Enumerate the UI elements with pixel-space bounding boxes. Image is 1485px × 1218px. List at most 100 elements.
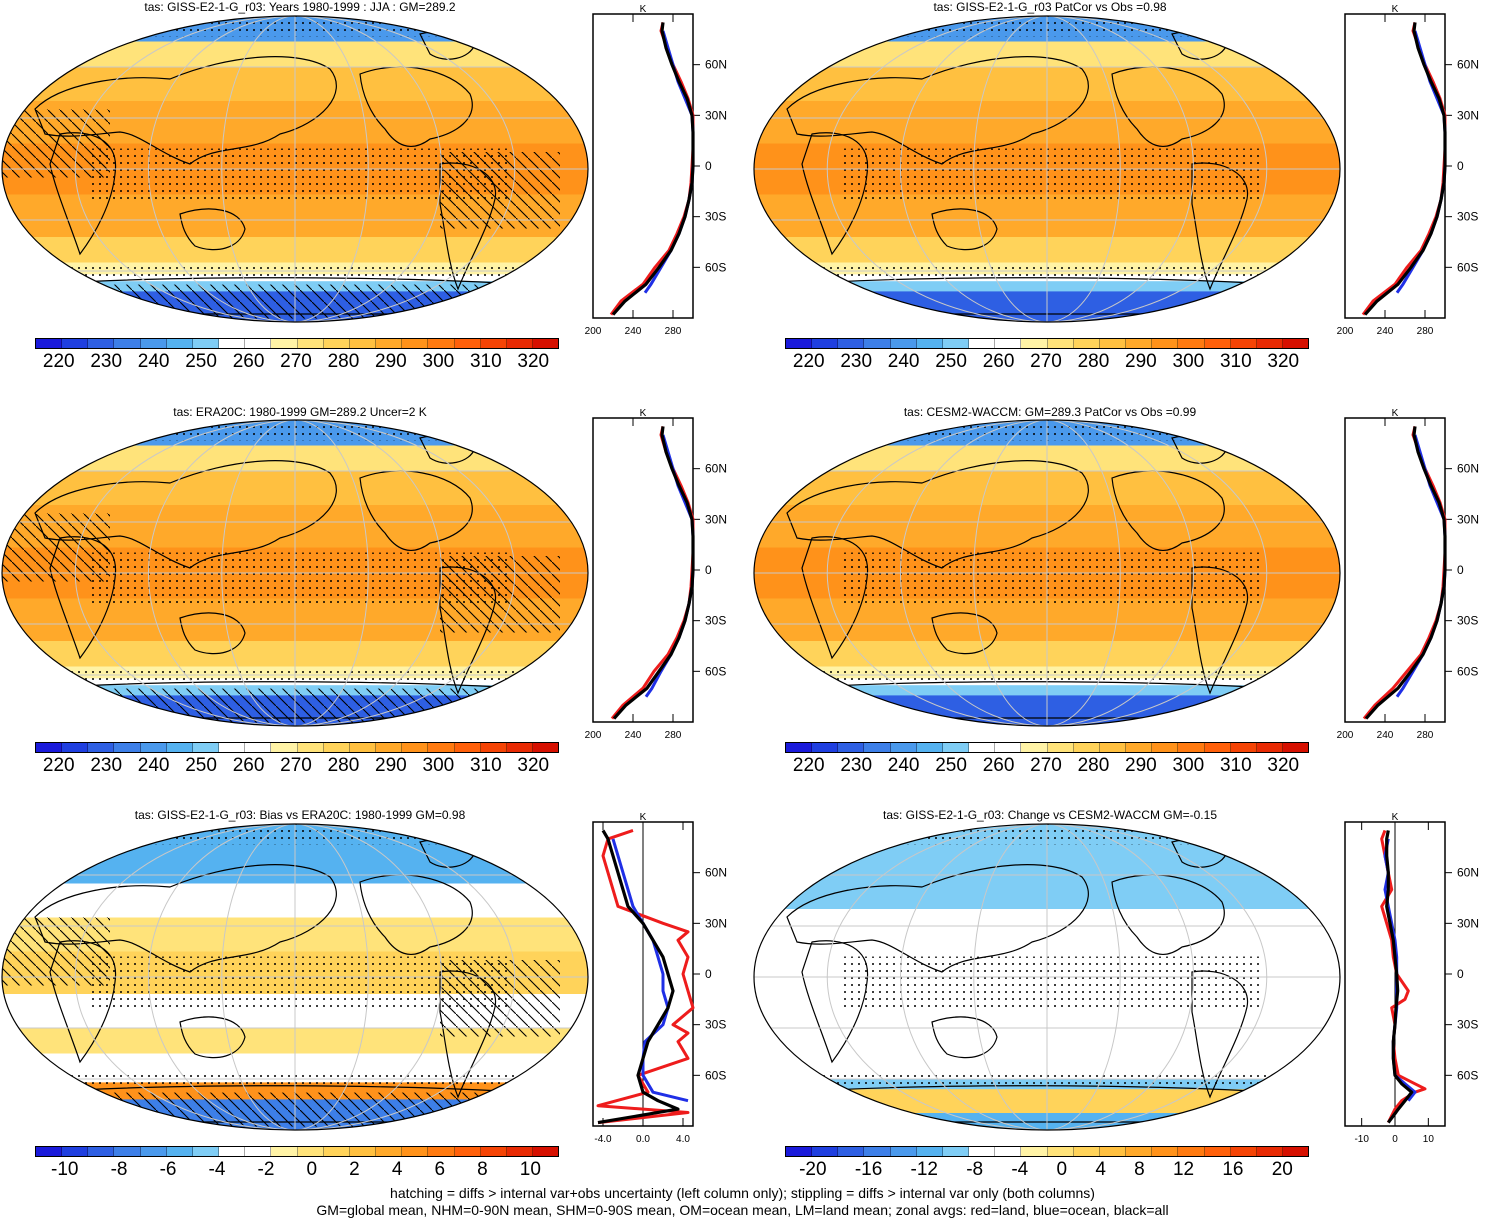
hatch-africa xyxy=(2,109,110,178)
colorbar-swatch xyxy=(454,1147,481,1156)
unit-label: K xyxy=(1392,408,1399,419)
unit-label: K xyxy=(1392,812,1399,823)
zonal-p4: 200 240 280 K 60N 30N 0 30S 60S xyxy=(1337,408,1479,741)
zonal-p5: -4.0 0.0 4.0 K 60N 30N 0 30S 60S xyxy=(592,812,727,1145)
colorbar-label: 270 xyxy=(280,755,312,776)
y-tick-label: 30S xyxy=(705,614,726,628)
colorbar-swatch xyxy=(995,1147,1022,1156)
colorbar-swatch xyxy=(323,339,350,348)
colorbar-label: 0 xyxy=(306,1159,318,1180)
y-tick-label: 0 xyxy=(1457,563,1464,577)
colorbar-swatch xyxy=(916,743,943,752)
continent-0 xyxy=(786,460,1089,569)
colorbar-swatch xyxy=(166,1147,193,1156)
colorbar-swatch xyxy=(1099,743,1127,752)
continent-3 xyxy=(1111,874,1225,955)
map-border xyxy=(753,823,1341,1131)
colorbar-swatch xyxy=(1047,743,1074,752)
y-tick-label: 0 xyxy=(705,563,712,577)
y-tick-label: 60N xyxy=(705,58,727,72)
colorbar-label: 10 xyxy=(519,1159,541,1180)
colorbar-label: 280 xyxy=(1077,351,1110,372)
y-tick-label: 30N xyxy=(1457,108,1479,122)
colorbar-label: 270 xyxy=(1030,351,1062,372)
colorbar-label: -12 xyxy=(910,1159,938,1180)
zonal-line-land xyxy=(610,426,695,720)
y-tick-label: 0 xyxy=(1457,967,1464,981)
map-p5 xyxy=(1,823,589,1131)
continent-4 xyxy=(439,970,497,1099)
colorbar-label: 290 xyxy=(1125,351,1157,372)
colorbar-label: 0 xyxy=(1056,1159,1068,1180)
colorbar-label: 230 xyxy=(840,351,873,372)
x-tick-label: 200 xyxy=(1337,326,1354,337)
y-tick-label: 60S xyxy=(1457,260,1478,274)
continent-4 xyxy=(439,162,497,291)
stipple-tropics xyxy=(842,956,1262,1011)
colorbar-label: 230 xyxy=(90,755,123,776)
colorbar-label: 240 xyxy=(887,351,920,372)
y-tick-label: 30S xyxy=(1457,1018,1478,1032)
hatch-south-america xyxy=(440,960,560,1037)
colorbar-label: 300 xyxy=(422,351,455,372)
colorbar-label: 260 xyxy=(232,755,265,776)
colorbar-label: 260 xyxy=(982,755,1015,776)
colorbar-swatch xyxy=(88,339,115,348)
stipple-tropics xyxy=(842,148,1262,203)
colorbar-swatch xyxy=(36,743,63,752)
y-tick-label: 60S xyxy=(705,1068,726,1082)
colorbar-swatch xyxy=(1152,339,1179,348)
hatch-africa xyxy=(2,513,110,582)
map-p4 xyxy=(753,419,1341,727)
colorbar-swatch xyxy=(166,743,193,752)
zonal-line-land xyxy=(1361,22,1447,316)
colorbar-swatch xyxy=(428,339,455,348)
colorbar-swatch xyxy=(402,743,429,752)
y-tick-label: 60S xyxy=(705,664,726,678)
colorbar-label: -8 xyxy=(110,1159,128,1180)
zonal-p3: 200 240 280 K 60N 30N 0 30S 60S xyxy=(585,408,727,741)
zonal-frame xyxy=(592,13,694,319)
colorbar-label: -4 xyxy=(208,1159,226,1180)
footer-line-1: hatching = diffs > internal var+obs unce… xyxy=(390,1185,1095,1201)
colorbar-swatch xyxy=(62,339,89,348)
zonal-line-land xyxy=(609,22,695,316)
zonal-line-all xyxy=(611,22,695,316)
map-border xyxy=(1,419,589,727)
colorbar-p4 xyxy=(785,742,1309,753)
continent-1 xyxy=(801,132,869,256)
panel-title-2: tas: GISS-E2-1-G_r03 PatCor vs Obs =0.98 xyxy=(933,0,1167,14)
x-tick-label: 280 xyxy=(665,326,682,337)
y-tick-label: 60N xyxy=(1457,866,1479,880)
continent-0 xyxy=(34,864,337,973)
colorbar-swatch xyxy=(271,743,298,752)
colorbar-swatch xyxy=(838,1147,865,1156)
y-tick-label: 60N xyxy=(1457,58,1479,72)
map-p6 xyxy=(753,823,1341,1131)
colorbar-label: 320 xyxy=(517,351,550,372)
map-border xyxy=(753,419,1341,727)
continent-0 xyxy=(34,460,337,569)
colorbar-label: 320 xyxy=(1267,755,1300,776)
y-tick-label: 60N xyxy=(705,462,727,476)
colorbar-swatch xyxy=(1256,339,1283,348)
zonal-line-all xyxy=(1363,22,1447,316)
x-tick-label: 240 xyxy=(1377,326,1394,337)
colorbar-swatch xyxy=(1204,339,1231,348)
colorbar-label: 260 xyxy=(232,351,265,372)
colorbar-swatch xyxy=(786,339,813,348)
colorbar-swatch xyxy=(532,339,559,348)
y-tick-label: 30S xyxy=(705,210,726,224)
colorbar-label: -20 xyxy=(799,1159,827,1180)
panel-title-4: tas: CESM2-WACCM: GM=289.3 PatCor vs Obs… xyxy=(903,405,1197,419)
colorbar-label: 290 xyxy=(375,755,407,776)
x-tick-label: 240 xyxy=(1377,730,1394,741)
colorbar-label: 300 xyxy=(1172,755,1205,776)
colorbar-swatch xyxy=(890,339,917,348)
colorbar-swatch xyxy=(506,743,533,752)
colorbar-swatch xyxy=(192,1147,220,1156)
colorbar-swatch xyxy=(114,743,141,752)
colorbar-label: 220 xyxy=(792,351,825,372)
colorbar-label: -8 xyxy=(966,1159,984,1180)
colorbar-label: -4 xyxy=(1011,1159,1029,1180)
